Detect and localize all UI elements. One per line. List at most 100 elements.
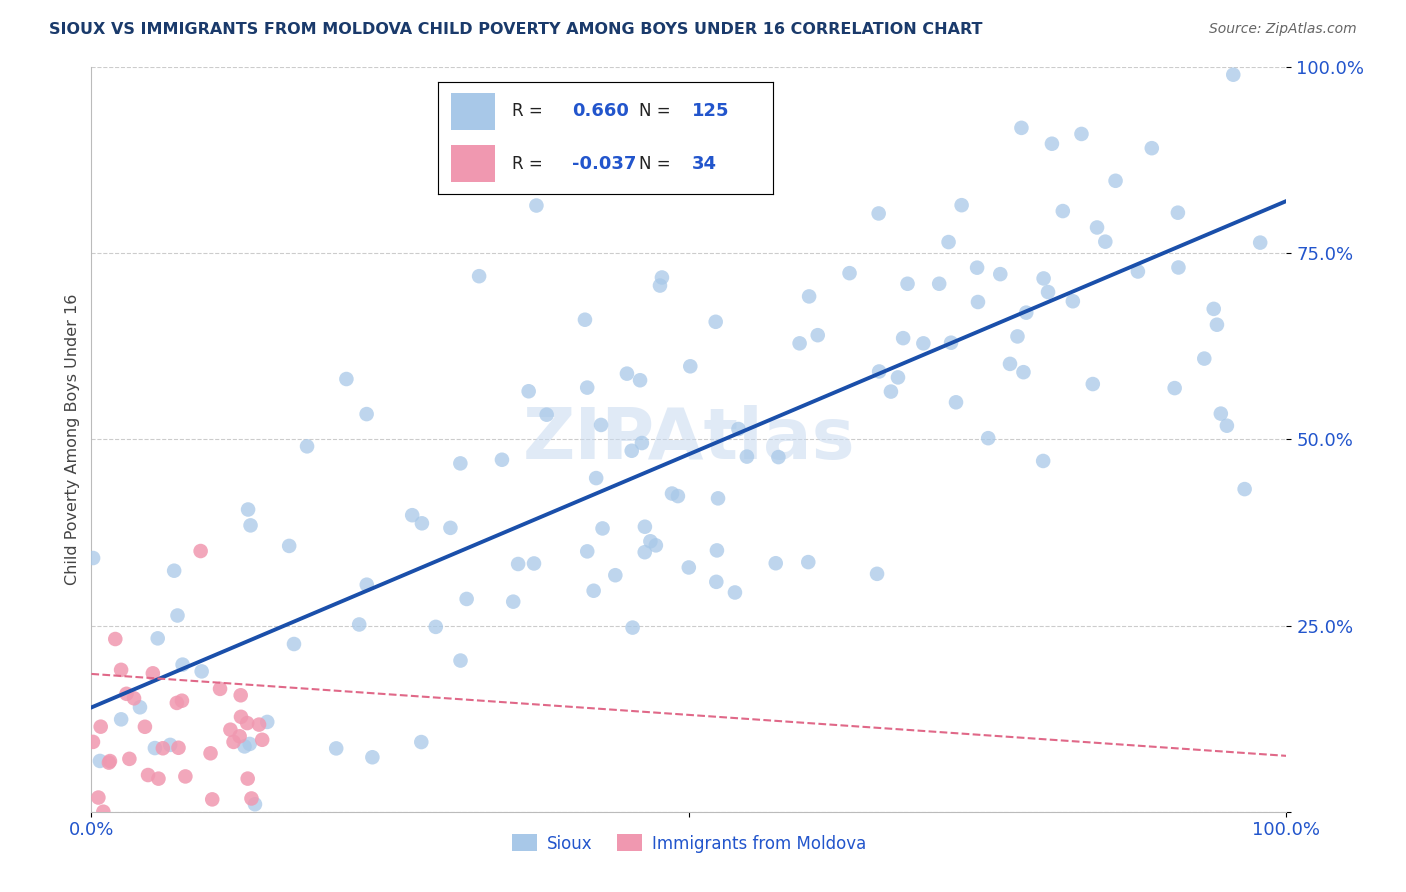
- Point: [880, 384, 903, 399]
- Point: [891, 331, 914, 345]
- Point: [136, 768, 159, 782]
- Point: [887, 370, 910, 384]
- Text: R =: R =: [512, 103, 547, 120]
- Point: [797, 289, 820, 303]
- Point: [640, 534, 662, 549]
- Point: [236, 502, 259, 516]
- Point: [704, 574, 727, 589]
- Point: [605, 568, 627, 582]
- Bar: [451, 145, 495, 182]
- Point: [122, 691, 145, 706]
- Point: [1126, 264, 1149, 278]
- Point: [967, 295, 990, 310]
- Point: [727, 422, 749, 436]
- Point: [243, 797, 266, 812]
- Point: [502, 595, 524, 609]
- Point: [115, 687, 138, 701]
- Point: [1206, 318, 1229, 332]
- Text: Source: ZipAtlas.com: Source: ZipAtlas.com: [1209, 22, 1357, 37]
- Y-axis label: Child Poverty Among Boys Under 16: Child Poverty Among Boys Under 16: [65, 293, 80, 585]
- Point: [648, 278, 671, 293]
- Point: [361, 750, 384, 764]
- Point: [977, 431, 1000, 445]
- Point: [229, 710, 252, 724]
- Point: [1010, 120, 1032, 135]
- Point: [219, 723, 242, 737]
- Point: [576, 544, 599, 558]
- Point: [134, 720, 156, 734]
- Text: SIOUX VS IMMIGRANTS FROM MOLDOVA CHILD POVERTY AMONG BOYS UNDER 16 CORRELATION C: SIOUX VS IMMIGRANTS FROM MOLDOVA CHILD P…: [49, 22, 983, 37]
- Point: [335, 372, 357, 386]
- Bar: [451, 93, 495, 130]
- Point: [82, 551, 104, 566]
- Point: [585, 471, 607, 485]
- Point: [229, 688, 252, 702]
- Point: [1104, 174, 1126, 188]
- Point: [651, 270, 673, 285]
- Point: [174, 769, 197, 783]
- Point: [82, 735, 104, 749]
- Text: N =: N =: [638, 155, 676, 173]
- Point: [1052, 204, 1074, 219]
- Point: [576, 381, 599, 395]
- Point: [411, 516, 433, 531]
- Point: [491, 452, 513, 467]
- Text: 0.660: 0.660: [572, 103, 628, 120]
- Point: [250, 732, 273, 747]
- Point: [1062, 294, 1084, 309]
- Point: [938, 235, 960, 249]
- Point: [589, 417, 612, 432]
- Point: [582, 583, 605, 598]
- Point: [1202, 301, 1225, 316]
- Point: [523, 557, 546, 571]
- Point: [148, 772, 170, 786]
- Point: [163, 564, 186, 578]
- Point: [425, 620, 447, 634]
- Text: 34: 34: [692, 155, 717, 173]
- Point: [807, 328, 830, 343]
- Point: [1085, 220, 1108, 235]
- Point: [735, 450, 758, 464]
- Point: [256, 714, 278, 729]
- Point: [1233, 482, 1256, 496]
- Point: [1070, 127, 1092, 141]
- Point: [1094, 235, 1116, 249]
- Point: [201, 792, 224, 806]
- Point: [166, 608, 188, 623]
- Point: [1036, 285, 1059, 299]
- Point: [146, 632, 169, 646]
- Point: [166, 696, 188, 710]
- Point: [950, 198, 973, 212]
- Point: [93, 805, 114, 819]
- Point: [868, 206, 890, 220]
- Legend: Sioux, Immigrants from Moldova: Sioux, Immigrants from Moldova: [505, 828, 873, 859]
- Point: [200, 747, 222, 761]
- Point: [236, 716, 259, 731]
- Point: [142, 666, 165, 681]
- Point: [450, 654, 472, 668]
- Point: [239, 518, 262, 533]
- Point: [868, 364, 890, 378]
- Text: -0.037: -0.037: [572, 155, 636, 173]
- Point: [356, 407, 378, 421]
- Point: [228, 729, 250, 743]
- Point: [634, 520, 657, 534]
- Point: [966, 260, 988, 275]
- Point: [661, 486, 683, 500]
- Point: [679, 359, 702, 374]
- Point: [110, 712, 132, 726]
- Point: [283, 637, 305, 651]
- Point: [1012, 365, 1035, 379]
- Point: [97, 756, 120, 770]
- Point: [939, 335, 962, 350]
- Point: [190, 544, 212, 558]
- Point: [1032, 271, 1054, 285]
- Point: [239, 737, 262, 751]
- Point: [143, 741, 166, 756]
- Point: [439, 521, 461, 535]
- Point: [208, 681, 231, 696]
- Point: [1194, 351, 1216, 366]
- Point: [152, 741, 174, 756]
- Point: [704, 315, 727, 329]
- Point: [1140, 141, 1163, 155]
